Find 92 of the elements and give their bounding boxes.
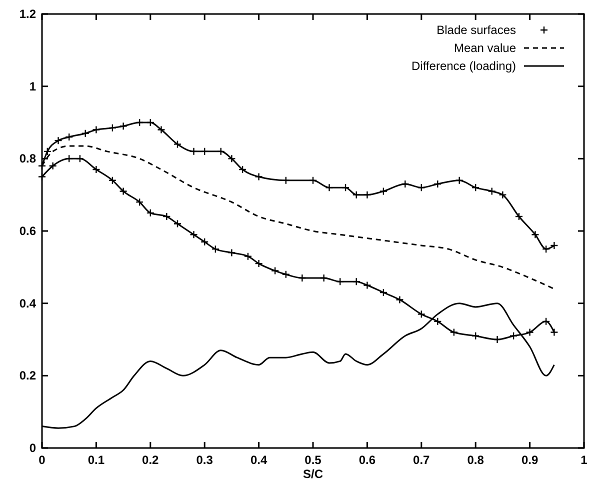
point xyxy=(254,172,263,181)
point xyxy=(336,278,344,286)
y-tick-label: 1 xyxy=(29,79,36,94)
point xyxy=(173,220,182,228)
x-tick-label: 1 xyxy=(580,453,588,467)
y-tick-label: 0.2 xyxy=(19,368,36,383)
point xyxy=(472,332,480,340)
point xyxy=(352,278,360,286)
x-tick-label: 0.5 xyxy=(304,453,322,467)
legend-label: Mean value xyxy=(454,41,516,55)
point xyxy=(379,288,388,297)
point xyxy=(308,176,318,184)
point xyxy=(341,184,350,192)
point xyxy=(542,317,550,326)
point xyxy=(325,184,334,192)
point xyxy=(92,126,100,134)
point xyxy=(434,317,442,326)
x-tick-label: 0.6 xyxy=(358,453,376,467)
point xyxy=(228,248,236,257)
point xyxy=(493,335,502,344)
point xyxy=(211,244,220,254)
point xyxy=(81,129,90,138)
point xyxy=(488,187,496,196)
point xyxy=(526,328,534,336)
point xyxy=(135,118,144,127)
point xyxy=(244,252,252,260)
point xyxy=(119,122,128,130)
point xyxy=(65,154,74,163)
point xyxy=(550,328,558,336)
point xyxy=(282,270,290,278)
y-tick-label: 1.2 xyxy=(19,7,36,21)
point xyxy=(200,147,209,156)
point xyxy=(157,126,166,134)
point xyxy=(65,132,74,142)
y-tick-label: 0.6 xyxy=(19,224,36,238)
point xyxy=(216,147,225,156)
point xyxy=(200,238,209,246)
x-tick-label: 0.3 xyxy=(196,453,214,467)
point xyxy=(162,212,171,221)
point xyxy=(298,274,306,282)
x-tick-label: 0.8 xyxy=(467,453,484,467)
point xyxy=(92,165,100,174)
point xyxy=(270,266,280,275)
point xyxy=(38,162,46,170)
point xyxy=(542,244,550,254)
y-tick-label: 0.8 xyxy=(19,152,36,166)
y-tick-label: 0 xyxy=(29,441,36,455)
point xyxy=(135,198,144,206)
point xyxy=(146,208,154,218)
point xyxy=(434,180,442,188)
x-tick-label: 0 xyxy=(38,453,46,467)
point xyxy=(352,190,360,199)
x-tick-label: 0.9 xyxy=(521,453,538,467)
point xyxy=(108,176,117,184)
point xyxy=(76,154,84,163)
x-tick-label: 0.2 xyxy=(142,453,160,467)
point xyxy=(472,184,480,192)
point xyxy=(417,310,426,318)
legend-label: Difference (loading) xyxy=(411,59,516,73)
point xyxy=(228,154,236,163)
point xyxy=(254,259,263,268)
point xyxy=(43,147,52,156)
point xyxy=(173,140,182,148)
point xyxy=(498,190,507,199)
point xyxy=(509,332,518,340)
x-tick-label: 0.1 xyxy=(88,453,105,467)
point xyxy=(379,187,388,196)
point xyxy=(146,118,154,127)
point xyxy=(190,147,198,156)
point xyxy=(401,180,410,188)
x-tick-label: 0.7 xyxy=(413,453,430,467)
point xyxy=(48,162,57,170)
point xyxy=(238,165,247,174)
point xyxy=(190,230,198,239)
point xyxy=(550,241,558,250)
point xyxy=(417,184,426,192)
point xyxy=(363,190,372,199)
point xyxy=(363,281,372,290)
point xyxy=(108,124,117,132)
x-tick-label: 0.4 xyxy=(250,453,268,467)
point xyxy=(455,176,464,184)
point xyxy=(54,136,62,145)
point xyxy=(396,296,404,304)
y-tick-label: 0.4 xyxy=(19,296,36,310)
point xyxy=(531,230,540,239)
point xyxy=(119,187,128,196)
point xyxy=(514,212,524,221)
legend-label: Blade surfaces xyxy=(436,23,516,37)
point xyxy=(38,172,46,181)
point xyxy=(450,328,458,336)
x-axis-title: S/C xyxy=(302,467,324,481)
point xyxy=(320,274,328,282)
